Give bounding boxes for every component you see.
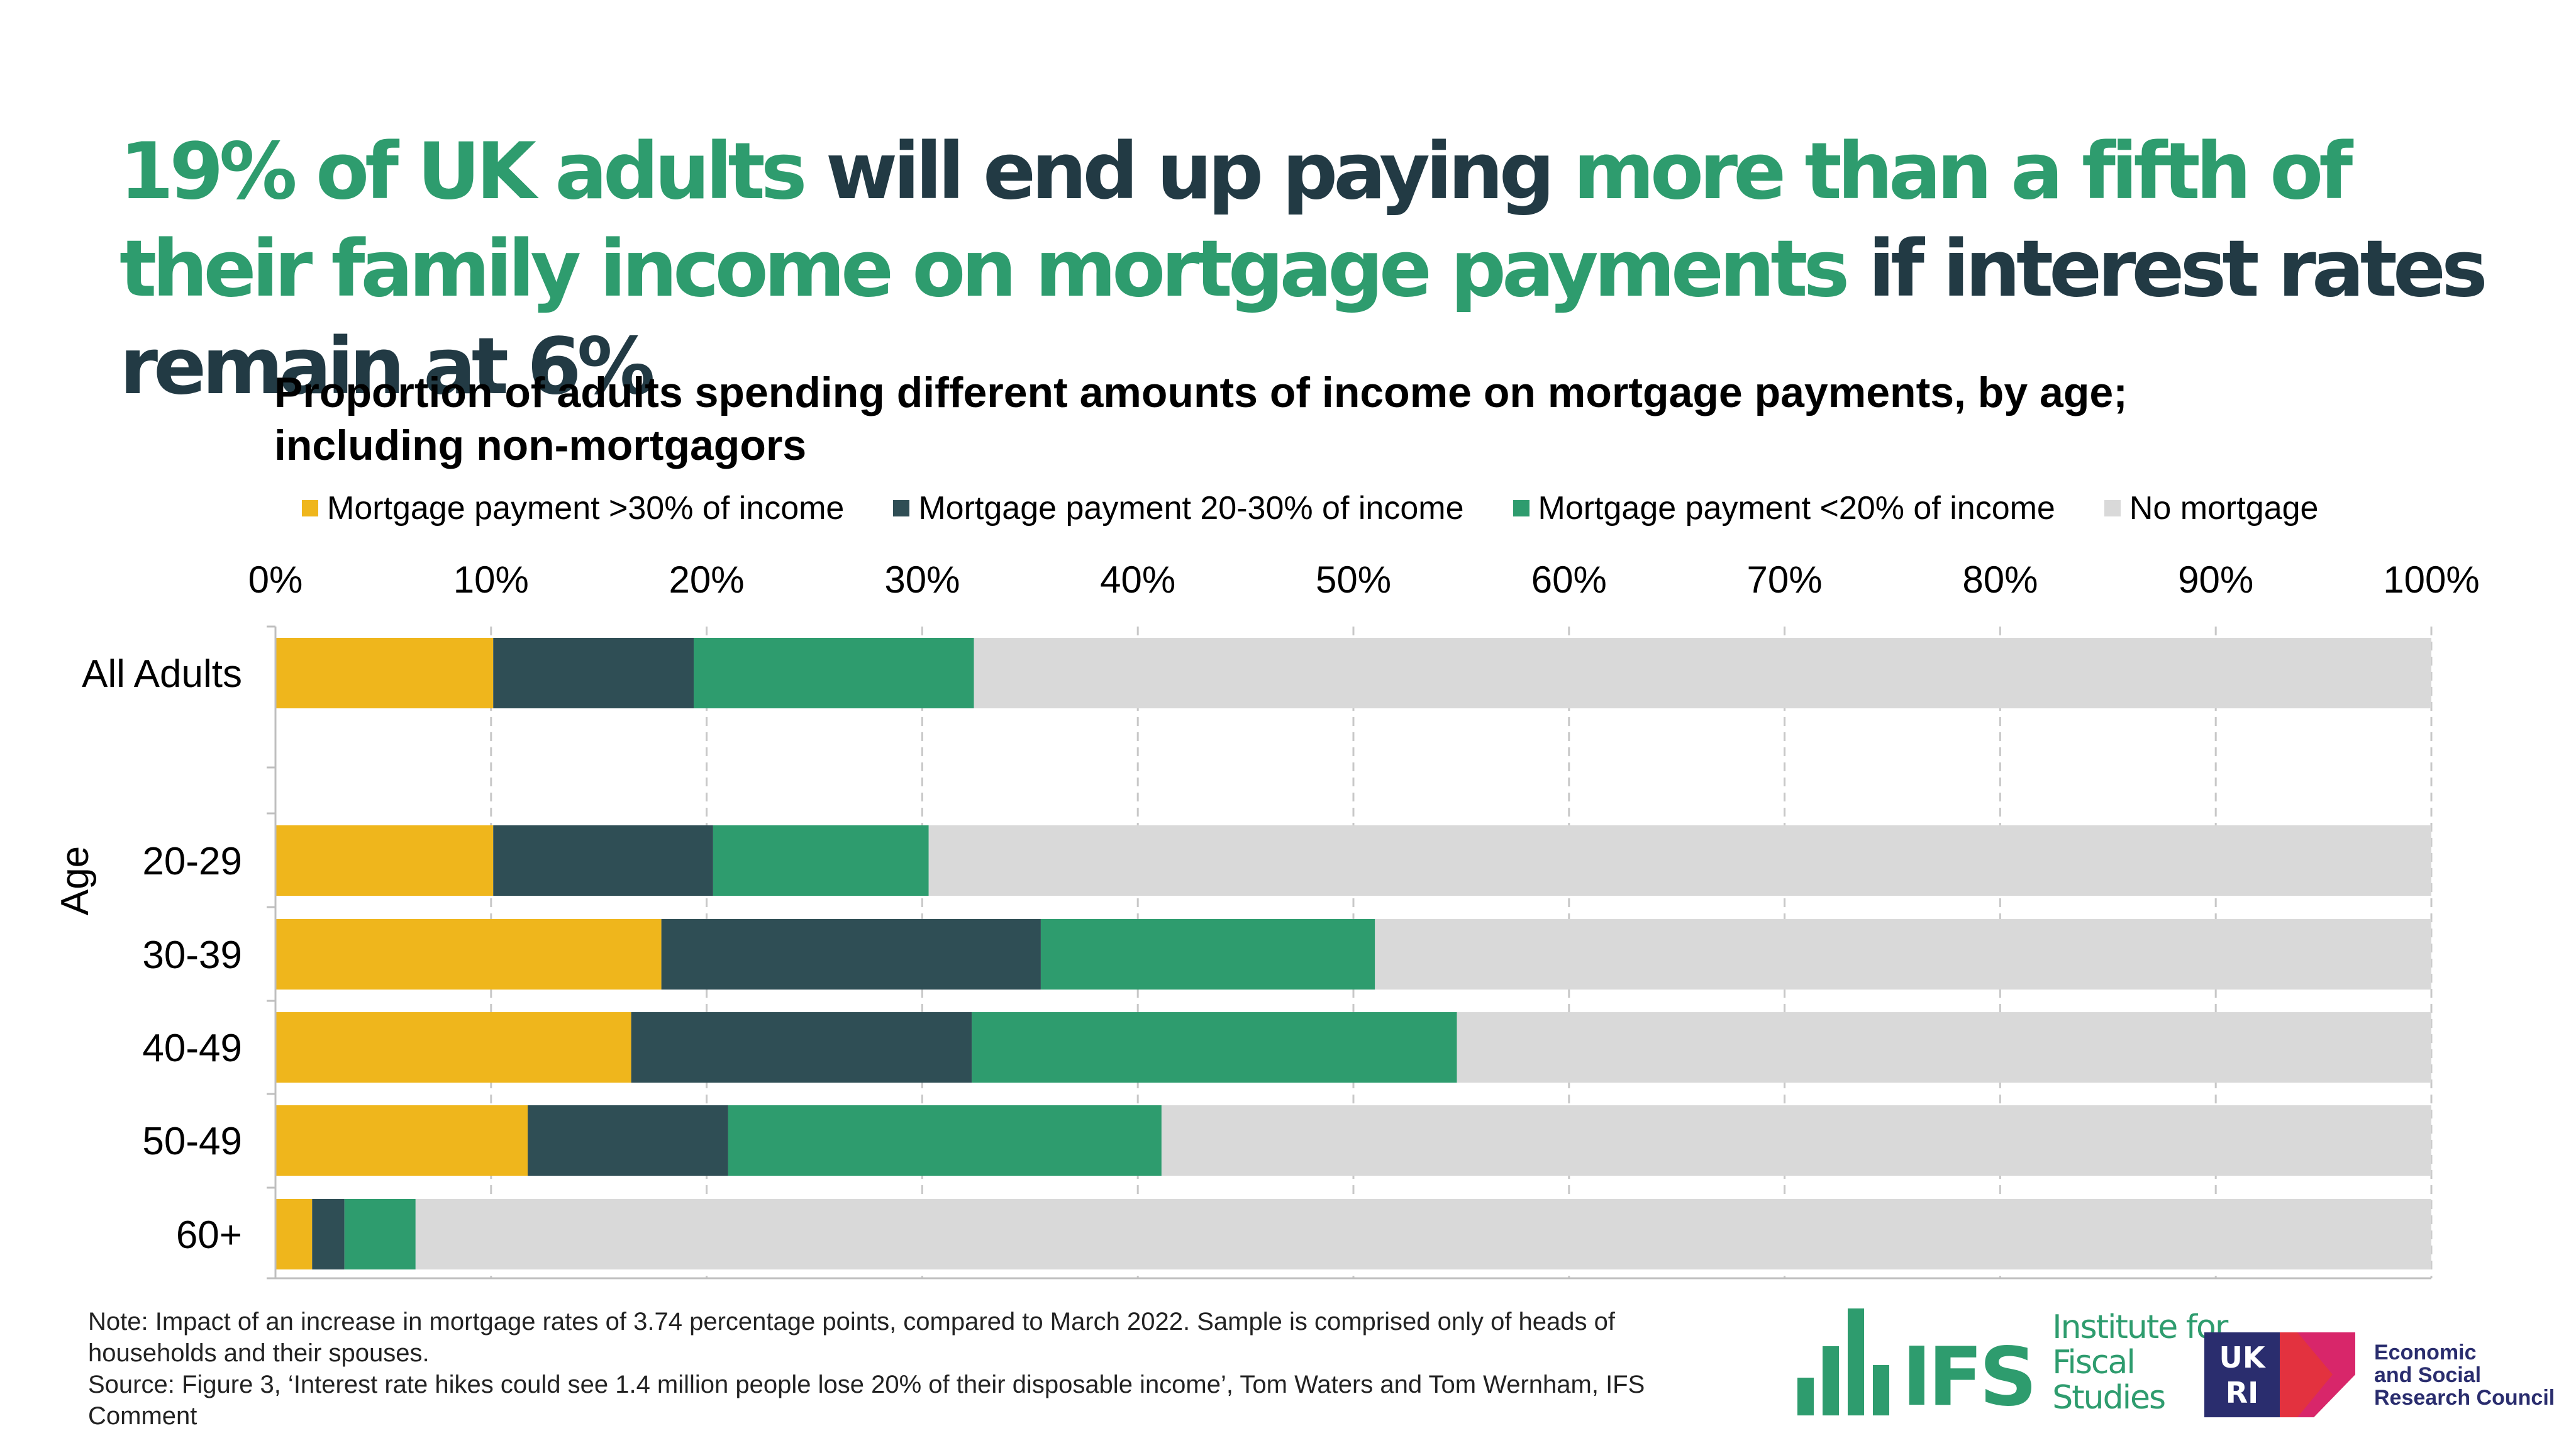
legend-swatch-over30 <box>302 500 318 516</box>
headline-text-1: will end up paying <box>825 126 1555 217</box>
chart-legend: Mortgage payment >30% of income Mortgage… <box>302 489 2367 527</box>
bar-60-no-mortgage <box>415 1199 2431 1269</box>
x-tick-label: 30% <box>884 559 960 601</box>
x-tick-label: 40% <box>1100 559 1175 601</box>
ukri-icon: UK RI <box>2204 1332 2355 1417</box>
bar-40-49-no-mortgage <box>1457 1012 2431 1083</box>
y-axis-label: Age <box>53 846 97 915</box>
x-tick-label: 10% <box>453 559 529 601</box>
x-tick-label: 80% <box>1962 559 2038 601</box>
headline-highlight-2: more than a fifth of their family income… <box>119 126 2353 315</box>
bar-50-49-no-mortgage <box>1161 1105 2431 1176</box>
ifs-logo: IFS Institute for Fiscal Studies <box>1797 1308 2241 1424</box>
x-tick-label: 100% <box>2383 559 2479 601</box>
ukri-text-bottom: RI <box>2225 1376 2259 1410</box>
bar-40-49-mortgage-payment-30-of-income <box>275 1012 631 1083</box>
note-text: Note: Impact of an increase in mortgage … <box>88 1308 1616 1367</box>
headline-text-2: if interest rates remain at 6% <box>119 224 2488 412</box>
bar-30-39-mortgage-payment-20-30-of-income <box>661 919 1041 990</box>
bar-50-49-mortgage-payment-30-of-income <box>275 1105 528 1176</box>
x-tick-label: 60% <box>1531 559 1607 601</box>
esrc-name: Economic and Social Research Council <box>2374 1341 2576 1409</box>
legend-swatch-no-mortgage <box>2104 500 2121 516</box>
x-tick-label: 0% <box>248 559 303 601</box>
bar-60-mortgage-payment-20-30-of-income <box>312 1199 345 1269</box>
bar-all-adults-mortgage-payment-20-30-of-income <box>493 638 694 708</box>
y-category-label: 20-29 <box>142 840 242 883</box>
legend-item-over30: Mortgage payment >30% of income <box>302 489 844 527</box>
legend-label-over30: Mortgage payment >30% of income <box>327 490 845 527</box>
bar-20-29-no-mortgage <box>928 825 2431 896</box>
bar-all-adults-mortgage-payment-20-of-income <box>694 638 974 708</box>
y-category-label: All Adults <box>82 652 242 696</box>
footnote: Note: Impact of an increase in mortgage … <box>88 1306 1748 1432</box>
headline-highlight-1: 19% of UK adults <box>119 126 808 217</box>
ifs-bars-icon <box>1797 1308 1898 1415</box>
bar-40-49-mortgage-payment-20-of-income <box>972 1012 1457 1083</box>
x-tick-label: 90% <box>2178 559 2253 601</box>
source-text: Source: Figure 3, ‘Interest rate hikes c… <box>88 1371 1645 1430</box>
ukri-esrc-logo: UK RI Economic and Social Research Counc… <box>2204 1332 2576 1417</box>
legend-swatch-under20 <box>1513 500 1530 516</box>
bar-20-29-mortgage-payment-30-of-income <box>275 825 494 896</box>
x-tick-label: 70% <box>1747 559 1823 601</box>
ukri-text-top: UK <box>2219 1341 2265 1375</box>
legend-swatch-20-30 <box>893 500 910 516</box>
headline: 19% of UK adults will end up paying more… <box>119 123 2509 416</box>
bar-20-29-mortgage-payment-20-30-of-income <box>493 825 713 896</box>
bar-50-49-mortgage-payment-20-30-of-income <box>528 1105 728 1176</box>
y-category-label: 40-49 <box>142 1027 242 1070</box>
ifs-name: Institute for Fiscal Studies <box>2052 1310 2241 1415</box>
bar-30-39-no-mortgage <box>1375 919 2431 990</box>
x-tick-label: 50% <box>1316 559 1391 601</box>
legend-item-20-30: Mortgage payment 20-30% of income <box>893 489 1464 527</box>
esrc-line3: Research Council <box>2374 1385 2555 1410</box>
ifs-abbr: IFS <box>1902 1330 2037 1424</box>
legend-item-under20: Mortgage payment <20% of income <box>1513 489 2055 527</box>
bar-60-mortgage-payment-20-of-income <box>344 1199 416 1269</box>
legend-label-under20: Mortgage payment <20% of income <box>1538 490 2055 527</box>
y-category-label: 30-39 <box>142 934 242 977</box>
y-category-label: 60+ <box>176 1213 242 1257</box>
legend-label-20-30: Mortgage payment 20-30% of income <box>918 490 1464 527</box>
bar-60-mortgage-payment-30-of-income <box>275 1199 313 1269</box>
bar-30-39-mortgage-payment-30-of-income <box>275 919 662 990</box>
bar-50-49-mortgage-payment-20-of-income <box>728 1105 1162 1176</box>
bar-all-adults-mortgage-payment-30-of-income <box>275 638 494 708</box>
esrc-line1: Economic <box>2374 1340 2477 1364</box>
esrc-line2: and Social <box>2374 1363 2482 1387</box>
bar-40-49-mortgage-payment-20-30-of-income <box>631 1012 972 1083</box>
legend-item-no-mortgage: No mortgage <box>2104 489 2319 527</box>
ifs-name-line2: Fiscal Studies <box>2052 1344 2166 1417</box>
x-tick-label: 20% <box>669 559 745 601</box>
bar-20-29-mortgage-payment-20-of-income <box>713 825 929 896</box>
bar-30-39-mortgage-payment-20-of-income <box>1040 919 1375 990</box>
stacked-bar-chart: 0% 10% 20% 30% 40% 50% 60% 70% 80% 90% 100% All Adu… <box>53 559 2480 1280</box>
chart-title: Proportion of adults spending different … <box>274 369 2128 469</box>
bar-all-adults-no-mortgage <box>974 638 2432 708</box>
ifs-name-line1: Institute for <box>2052 1308 2228 1346</box>
y-category-label: 50-49 <box>142 1120 242 1163</box>
legend-label-no-mortgage: No mortgage <box>2129 490 2319 527</box>
